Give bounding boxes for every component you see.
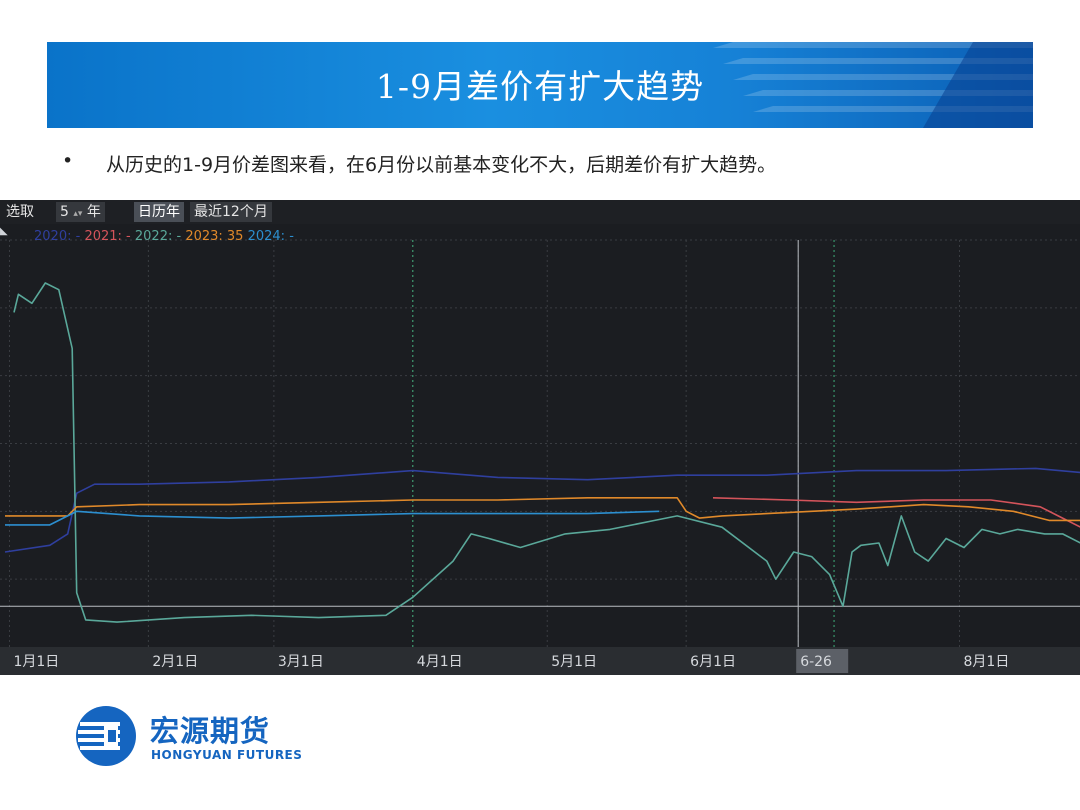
series-line-2023 [5, 497, 1080, 522]
banner-stripes [713, 42, 1033, 128]
legend-item-2022: 2022: - [134, 229, 182, 244]
brand-name-cn: 宏源期货 [150, 714, 271, 748]
x-tick-label: 1月1日 [13, 654, 59, 670]
title-banner: 1-9月差价有扩大趋势 [47, 42, 1033, 128]
x-tick-label: 8月1日 [964, 654, 1010, 670]
spread-chart: 1月1日 2月1日 3月1日 4月1日 5月1日 6月1日 6-26 8月1日 [0, 239, 1080, 673]
years-unit: 年 [86, 204, 101, 220]
resize-corner-icon[interactable]: ◣ [0, 226, 8, 237]
x-axis-bar [0, 647, 1080, 675]
series-line-2021 [712, 497, 1080, 528]
select-label: 选取 [6, 204, 34, 220]
hongyuan-logo-icon [76, 706, 136, 766]
bullet-text: 从历史的1-9月价差图来看，在6月份以前基本变化不大，后期差价有扩大趋势。 [106, 154, 777, 176]
slide-title: 1-9月差价有扩大趋势 [375, 67, 705, 106]
x-tick-label: 6月1日 [690, 654, 736, 670]
spread-chart-panel: 1月1日 2月1日 3月1日 4月1日 5月1日 6月1日 6-26 8月1日 选取 5 ▴▾… [0, 200, 1080, 675]
brand-name-en: HONGYUAN FUTURES [151, 748, 303, 762]
series-line-2024 [5, 510, 660, 526]
legend-item-2023: 2023: 35 [185, 229, 244, 244]
x-tick-label: 3月1日 [278, 654, 324, 670]
series-line-2020 [4, 467, 1080, 553]
chart-toolbar: 选取 5 ▴▾ 年 日历年 最近12个月 [0, 200, 1080, 224]
last-12-months-button[interactable]: 最近12个月 [190, 202, 272, 222]
years-value: 5 [60, 204, 69, 220]
bullet-dot: • [62, 150, 74, 172]
chart-legend: 2020: - 2021: - 2022: - 2023: 35 2024: - [34, 229, 294, 244]
x-tick-label: 2月1日 [152, 654, 198, 670]
legend-item-2021: 2021: - [84, 229, 131, 244]
crosshair-date-box [796, 649, 849, 673]
calendar-year-button[interactable]: 日历年 [134, 202, 184, 222]
crosshair-date-label: 6-26 [800, 654, 832, 670]
x-tick-label: 5月1日 [551, 654, 597, 670]
x-tick-label: 4月1日 [417, 654, 463, 670]
years-stepper[interactable]: 5 ▴▾ 年 [56, 202, 105, 222]
stepper-icon[interactable]: ▴▾ [73, 209, 83, 219]
legend-item-2024: 2024: - [247, 229, 294, 244]
series-line-2022 [13, 282, 1080, 623]
legend-item-2020: 2020: - [34, 229, 81, 244]
